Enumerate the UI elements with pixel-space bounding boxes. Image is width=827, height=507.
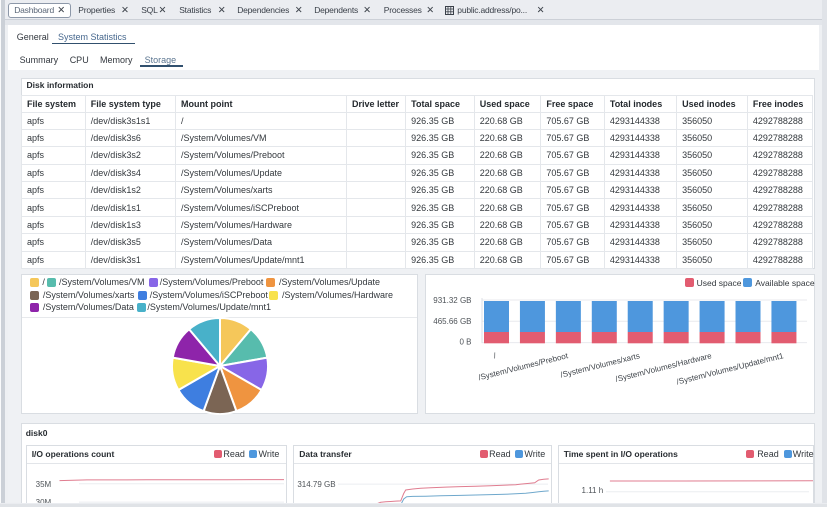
svg-text:0 B: 0 B [459,337,471,346]
svg-text:1.11 h: 1.11 h [581,486,603,495]
svg-text:30M: 30M [35,498,51,507]
svg-text:931.32 GB: 931.32 GB [433,295,471,304]
svg-text:/: / [492,351,497,360]
svg-text:/System/Volumes/Preboot: /System/Volumes/Preboot [477,351,569,382]
svg-text:35M: 35M [35,479,51,488]
svg-text:314.79 GB: 314.79 GB [298,480,336,489]
svg-text:465.66 GB: 465.66 GB [433,317,471,326]
